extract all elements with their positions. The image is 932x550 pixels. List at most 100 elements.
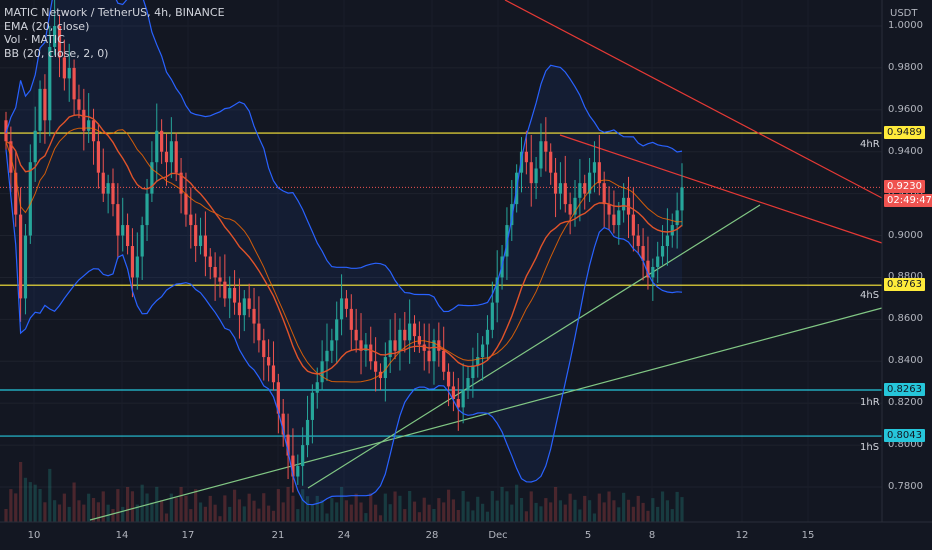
ema-line [5, 114, 683, 375]
descending-trendline-long[interactable] [504, 0, 883, 199]
candle-body [427, 350, 431, 362]
candle-body [57, 26, 62, 58]
ascending-trendline-shallow[interactable] [89, 307, 883, 521]
volume-bar [330, 498, 334, 522]
volume-bar [213, 504, 217, 522]
volume-bar [617, 507, 621, 522]
volume-bar [48, 468, 52, 522]
candle-body [432, 340, 436, 362]
candle-body [179, 172, 183, 194]
volume-bar [398, 495, 402, 522]
candle-body [660, 246, 665, 257]
bb-upper-line [5, 0, 683, 313]
candle-body [325, 350, 329, 362]
price-tag: 0.8763 [884, 278, 925, 292]
level-label: 1hS [860, 442, 880, 454]
ema-legend[interactable]: EMA (20, close) [4, 19, 90, 33]
candle-body [369, 344, 373, 362]
volume-bar [481, 503, 485, 522]
candle-body [53, 26, 57, 47]
volume-bar [388, 504, 392, 522]
volume-bar [96, 502, 101, 522]
candle-body [28, 162, 32, 236]
volume-bar [67, 506, 71, 522]
bollinger-band-fill [6, 0, 682, 505]
volume-bar [9, 489, 13, 522]
candle-body [408, 323, 412, 341]
y-tick-label: 0.9400 [888, 145, 923, 157]
candle-body [320, 361, 324, 383]
y-tick-label: 0.9600 [888, 103, 923, 115]
candle-body [101, 172, 105, 194]
symbol-title[interactable]: MATIC Network / TetherUS, 4h, BINANCE [4, 6, 225, 19]
volume-bar [301, 489, 305, 522]
candle-body [43, 88, 47, 121]
candle-body [14, 172, 18, 215]
volume-bar [160, 500, 164, 522]
candle-body [422, 344, 426, 351]
candle-body [602, 183, 606, 205]
candle-body [675, 210, 679, 226]
level-label: 1hR [860, 397, 880, 409]
volume-bar [393, 491, 397, 522]
candle-body [301, 445, 305, 467]
candle-body [563, 183, 567, 205]
candle-body [252, 308, 256, 324]
volume-bar [573, 499, 577, 522]
volume-bar [359, 502, 363, 522]
volume-bar [140, 484, 144, 522]
volume-bar [198, 502, 203, 522]
volume-bar [291, 495, 295, 522]
level-label: 4hR [860, 139, 880, 151]
volume-bar [374, 504, 378, 522]
volume-bar [344, 500, 349, 522]
candle-body [96, 141, 101, 173]
indicator-lines [5, 0, 683, 506]
candle-body [583, 183, 587, 194]
candle-body [198, 235, 203, 247]
descending-trendline-short[interactable] [559, 134, 883, 244]
bb-legend[interactable]: BB (20, close, 2, 0) [4, 46, 109, 60]
volume-bar [53, 500, 57, 522]
candle-body [442, 350, 446, 372]
volume-bar [354, 493, 358, 522]
candle-body [539, 141, 543, 169]
volume-bar [612, 500, 616, 522]
candle-body [597, 162, 601, 184]
candle-body [305, 419, 310, 446]
volume-bar [539, 506, 543, 522]
y-tick-label: 0.8000 [888, 439, 923, 451]
candle-body [67, 67, 71, 79]
candle-body [495, 277, 499, 303]
candle-body [150, 162, 154, 194]
volume-legend[interactable]: Vol · MATIC [4, 33, 65, 46]
volume-bar [247, 493, 251, 522]
volume-bar [408, 491, 412, 522]
volume-bar [602, 502, 606, 522]
trendlines[interactable] [89, 0, 883, 521]
candle-body [393, 340, 397, 351]
candle-body [87, 120, 91, 131]
candle-body [612, 214, 616, 226]
candle-body [451, 386, 456, 399]
y-tick-label: 0.8800 [888, 271, 923, 283]
volume-bar [223, 495, 227, 522]
ascending-trendline-steep[interactable] [307, 204, 761, 489]
candle-body [461, 390, 465, 408]
candle-body [335, 319, 339, 341]
volume-bar [510, 504, 514, 522]
volume-bar [72, 482, 76, 522]
candle-body [529, 162, 533, 184]
volume-bar [670, 509, 674, 522]
candle-body [291, 455, 295, 477]
volume-bar [519, 498, 524, 522]
candle-body [456, 398, 460, 408]
volume-bar [349, 504, 353, 522]
volume-bar [466, 501, 470, 522]
candle-body [208, 256, 212, 267]
candle-body [91, 120, 96, 142]
candle-body [262, 340, 266, 358]
candle-body [656, 256, 660, 267]
candle-body [106, 183, 110, 194]
